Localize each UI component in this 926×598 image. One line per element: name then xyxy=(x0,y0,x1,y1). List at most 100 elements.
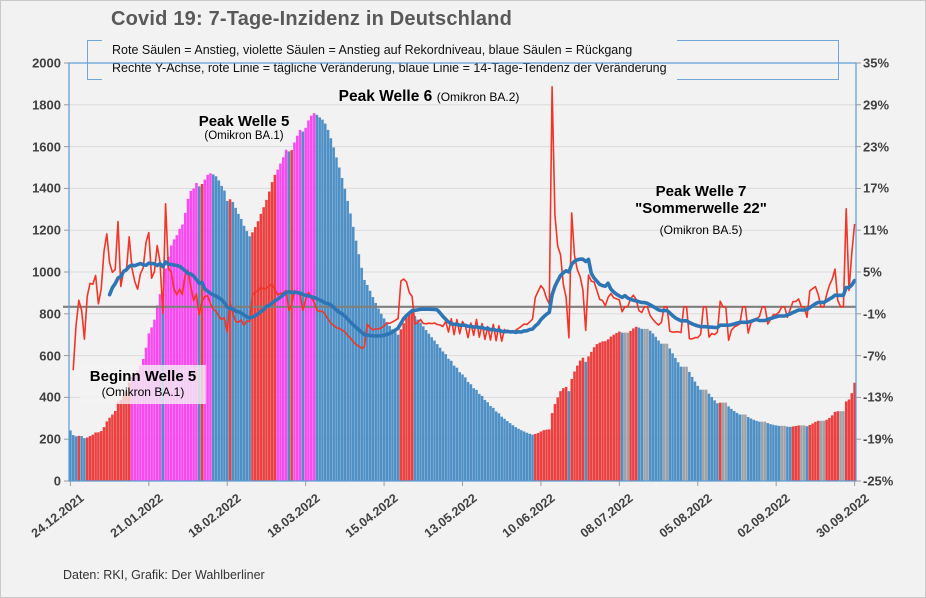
incidence-bar xyxy=(578,360,582,481)
y-axis-right-label: -13% xyxy=(863,389,894,405)
incidence-bar xyxy=(503,418,506,481)
incidence-bar xyxy=(461,374,464,481)
incidence-bar xyxy=(424,330,428,481)
incidence-bar xyxy=(830,415,834,481)
incidence-bar xyxy=(752,419,756,481)
incidence-bar xyxy=(800,425,803,481)
incidence-bar xyxy=(113,410,117,481)
incidence-bar xyxy=(450,360,453,481)
annotation-peak-welle7-line2: "Sommerwelle 22" xyxy=(635,200,767,217)
incidence-bar xyxy=(211,174,215,481)
incidence-bar xyxy=(127,382,131,481)
incidence-bar xyxy=(637,327,641,481)
incidence-bar xyxy=(475,389,478,481)
incidence-bar xyxy=(368,290,372,481)
incidence-bar xyxy=(522,431,526,481)
incidence-bar xyxy=(251,232,254,481)
incidence-bar xyxy=(273,174,277,481)
incidence-bar xyxy=(242,225,246,481)
incidence-bar xyxy=(402,323,405,481)
incidence-bar xyxy=(270,182,274,481)
incidence-bar xyxy=(640,328,644,481)
incidence-bar xyxy=(727,406,730,481)
incidence-bar xyxy=(192,188,195,481)
incidence-bar xyxy=(730,408,733,481)
incidence-bar xyxy=(755,420,758,481)
incidence-bar xyxy=(380,313,383,481)
y-axis-right-label: 23% xyxy=(863,139,890,155)
incidence-bar xyxy=(181,224,184,481)
incidence-bar xyxy=(564,386,568,481)
incidence-bar xyxy=(284,149,288,482)
incidence-bar xyxy=(391,329,394,481)
incidence-bar xyxy=(576,365,579,481)
incidence-bar xyxy=(536,432,540,481)
incidence-bar xyxy=(133,373,137,481)
incidence-bar xyxy=(200,184,204,482)
legend-line-lines: Rechte Y-Achse, rote Linie = tägliche Ve… xyxy=(112,61,667,75)
incidence-bar xyxy=(788,426,792,481)
incidence-bar xyxy=(489,405,492,481)
incidence-bar xyxy=(408,314,411,481)
incidence-bar xyxy=(542,430,545,481)
incidence-bar xyxy=(209,173,212,482)
incidence-bar xyxy=(377,308,380,481)
incidence-bar xyxy=(685,366,688,481)
incidence-bar xyxy=(741,414,744,481)
annotation-peak-welle7-sub: (Omikron BA.5) xyxy=(659,223,743,237)
incidence-bar xyxy=(786,426,789,481)
incidence-bar xyxy=(298,129,302,481)
incidence-bar xyxy=(307,120,310,481)
incidence-bar xyxy=(304,127,307,481)
incidence-bar xyxy=(366,284,369,481)
y-axis-right-label: -25% xyxy=(863,473,894,489)
incidence-bar xyxy=(553,404,557,481)
incidence-bar xyxy=(674,357,677,481)
incidence-bar xyxy=(676,362,680,481)
incidence-bar xyxy=(738,414,742,481)
incidence-bar xyxy=(478,393,481,481)
annotation-beginn-welle5-title: Beginn Welle 5 xyxy=(89,368,197,385)
incidence-bar xyxy=(562,388,565,481)
incidence-bar xyxy=(413,315,417,481)
incidence-bar xyxy=(548,429,551,481)
incidence-bar xyxy=(447,358,450,481)
y-axis-left-label: 1000 xyxy=(32,264,61,280)
incidence-bar xyxy=(629,330,632,481)
incidence-bar xyxy=(634,326,638,481)
incidence-bar xyxy=(758,421,761,481)
incidence-bar xyxy=(732,410,736,481)
incidence-bar xyxy=(472,388,475,481)
incidence-bar xyxy=(329,138,333,482)
incidence-bar xyxy=(469,384,473,481)
incidence-bar xyxy=(99,431,103,481)
incidence-bar xyxy=(598,342,602,481)
incidence-bar xyxy=(626,332,630,481)
incidence-bar xyxy=(486,402,489,481)
incidence-bar xyxy=(102,427,106,481)
incidence-bar xyxy=(620,332,624,481)
incidence-bar xyxy=(85,437,89,481)
incidence-bar xyxy=(430,337,433,481)
incidence-bar xyxy=(590,351,593,481)
incidence-bar xyxy=(550,413,554,481)
incidence-bar xyxy=(144,347,148,481)
incidence-bar xyxy=(601,341,604,481)
incidence-bar xyxy=(777,425,781,481)
incidence-bar xyxy=(337,167,341,481)
incidence-bar xyxy=(69,430,72,481)
incidence-bar xyxy=(774,425,778,481)
incidence-bar xyxy=(203,179,207,481)
incidence-bar xyxy=(130,377,134,481)
incidence-bar xyxy=(245,231,249,481)
incidence-bar xyxy=(363,279,366,481)
incidence-bar xyxy=(71,435,75,481)
incidence-bar xyxy=(116,402,120,481)
incidence-bar xyxy=(657,340,660,481)
incidence-bar xyxy=(195,182,198,481)
annotation-beginn-welle5: Beginn Welle 5 (Omikron BA.1) xyxy=(79,365,207,404)
incidence-bar xyxy=(452,365,456,481)
incidence-bar xyxy=(287,151,291,482)
y-axis-left-label: 800 xyxy=(39,306,61,322)
